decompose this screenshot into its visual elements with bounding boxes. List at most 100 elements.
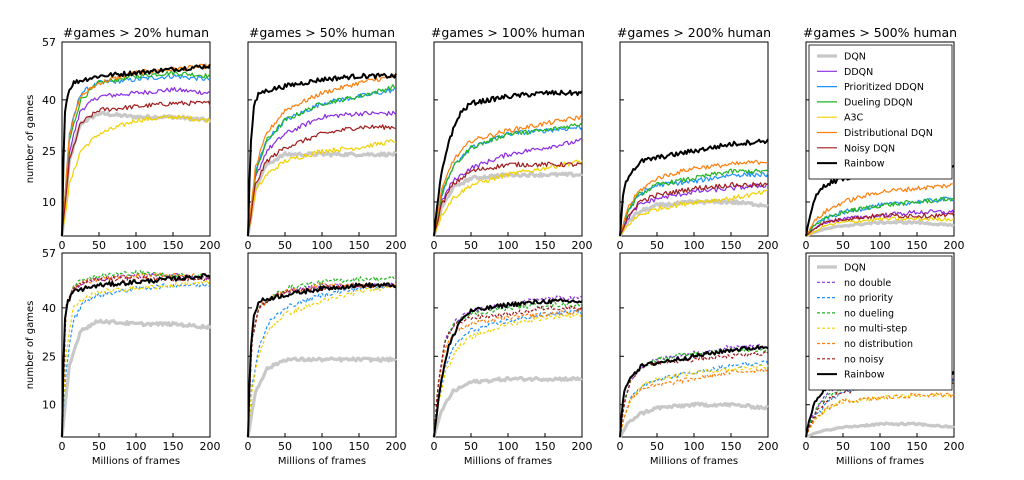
series-line-dqn: [60, 318, 212, 438]
y-tick-label: 57: [42, 247, 56, 260]
series-line-no-double: [619, 343, 769, 438]
panel-title: #games > 50% human: [249, 25, 395, 40]
legend-label-prioritized-ddqn: Prioritized DDQN: [844, 82, 924, 93]
axes-frame: [433, 41, 583, 237]
y-tick-label: 10: [42, 399, 56, 412]
series-line-no-distribution: [61, 272, 211, 438]
series-line-noisy-dqn: [619, 182, 769, 237]
x-tick-label: 50: [92, 239, 106, 252]
x-tick-label: 50: [464, 239, 478, 252]
series-line-prioritized-ddqn: [433, 125, 583, 237]
x-tick-label: 0: [431, 239, 438, 252]
x-tick-label: 0: [803, 239, 810, 252]
series-line-no-dueling: [61, 269, 211, 438]
x-axis-label: Millions of frames: [650, 456, 738, 467]
x-tick-label: 50: [650, 440, 664, 453]
panel-title: #games > 200% human: [617, 25, 771, 40]
x-tick-label: 100: [498, 440, 519, 453]
x-tick-label: 50: [836, 440, 850, 453]
series-line-dqn: [246, 151, 397, 237]
legend-box: [808, 255, 953, 391]
x-tick-label: 150: [163, 239, 184, 252]
series-line-noisy-dqn: [805, 212, 955, 237]
x-tick-label: 0: [59, 239, 66, 252]
series-line-no-noisy: [433, 305, 583, 438]
series-line-rainbow: [619, 344, 769, 438]
series-line-no-dueling: [619, 347, 769, 438]
legend-label-rainbow: Rainbow: [844, 159, 885, 170]
series-line-a3c: [433, 159, 583, 237]
y-tick-label: 25: [42, 350, 56, 363]
series-line-noisy-dqn: [433, 161, 583, 237]
series-line-rainbow: [619, 138, 769, 237]
x-tick-label: 100: [312, 440, 333, 453]
legend-label-dqn: DQN: [844, 52, 866, 63]
x-tick-label: 150: [349, 440, 370, 453]
panel-bottom-2: 0 50 100 150 200 Millions of frames: [245, 252, 407, 467]
x-tick-label: 0: [431, 440, 438, 453]
series-line-distributional-dqn: [805, 183, 955, 237]
x-tick-label: 100: [312, 239, 333, 252]
x-tick-label: 200: [200, 239, 221, 252]
x-tick-label: 100: [870, 440, 891, 453]
x-axis-label: Millions of frames: [278, 456, 366, 467]
series-line-dueling-ddqn: [61, 70, 211, 237]
series-line-no-double: [433, 295, 583, 438]
x-tick-label: 150: [349, 239, 370, 252]
y-axis-label: number of games: [25, 95, 36, 184]
axes-frame: [619, 252, 769, 438]
x-tick-label: 0: [617, 239, 624, 252]
y-tick-label: 25: [42, 145, 56, 158]
series-line-rainbow: [61, 273, 211, 438]
y-axis-label: number of games: [25, 301, 36, 390]
series-line-prioritized-ddqn: [61, 73, 211, 237]
x-axis-label: Millions of frames: [92, 456, 180, 467]
legend-label-no-priority: no priority: [844, 293, 894, 304]
x-tick-label: 50: [92, 440, 106, 453]
series-line-no-multi-step: [433, 312, 583, 438]
series-line-distributional-dqn: [433, 115, 583, 237]
series-line-rainbow: [247, 72, 397, 237]
legend-label-dueling-ddqn: Dueling DDQN: [844, 97, 913, 108]
series-line-dqn: [618, 401, 769, 438]
legend-top: DQN DDQN Prioritized DDQN Dueling DDQN A3C Di…: [808, 44, 953, 180]
legend-label-dqn: DQN: [844, 263, 866, 274]
panel-bottom-1: 0 50 100 150 200 10 25 40 57 number of games Milli…: [25, 247, 221, 467]
series-line-dueling-ddqn: [619, 168, 769, 237]
axes-frame: [247, 252, 397, 438]
x-tick-label: 150: [721, 440, 742, 453]
x-tick-label: 150: [907, 440, 928, 453]
series-line-no-distribution: [805, 392, 955, 438]
legend-label-no-dueling: no dueling: [844, 308, 894, 319]
panel-bottom-3: 0 50 100 150 200 Millions of frames: [431, 252, 593, 467]
series-line-distributional-dqn: [247, 74, 397, 237]
x-axis-label: Millions of frames: [464, 456, 552, 467]
series-line-no-priority: [247, 283, 397, 438]
series-line-no-distribution: [433, 308, 583, 438]
x-tick-label: 150: [535, 239, 556, 252]
x-tick-label: 200: [944, 440, 965, 453]
x-tick-label: 50: [278, 440, 292, 453]
series-line-a3c: [61, 114, 211, 237]
series-line-dqn: [805, 219, 955, 238]
series-line-a3c: [619, 189, 769, 237]
legend-box: [808, 44, 953, 180]
y-tick-label: 57: [42, 36, 56, 49]
series-line-dqn: [432, 171, 583, 237]
series-line-dqn: [60, 110, 211, 237]
series-line-ddqn: [433, 138, 583, 237]
series-line-rainbow: [433, 89, 583, 237]
x-tick-label: 0: [803, 440, 810, 453]
x-tick-label: 0: [617, 440, 624, 453]
series-line-a3c: [247, 139, 397, 237]
series-line-dqn: [432, 375, 583, 438]
x-tick-label: 200: [758, 239, 779, 252]
axes-frame: [619, 41, 769, 237]
series-line-no-distribution: [619, 367, 769, 438]
series-line-no-priority: [619, 360, 769, 438]
series-line-no-noisy: [247, 282, 397, 438]
x-tick-label: 200: [200, 440, 221, 453]
series-line-no-multi-step: [247, 285, 397, 438]
y-tick-label: 10: [42, 196, 56, 209]
series-line-ddqn: [619, 183, 769, 237]
